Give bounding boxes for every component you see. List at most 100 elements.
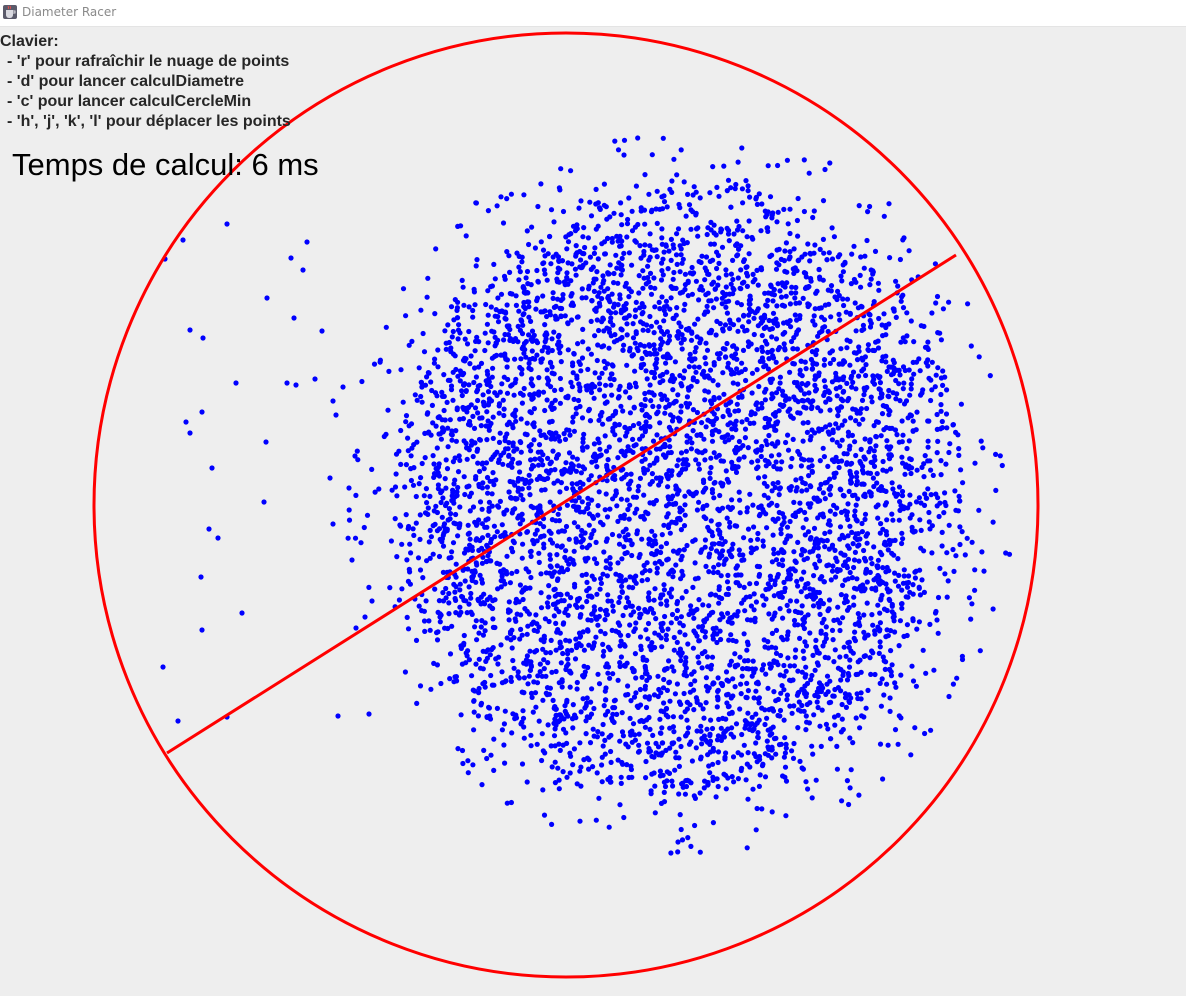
- point: [584, 598, 590, 605]
- point: [557, 591, 563, 598]
- point: [826, 389, 833, 396]
- point: [533, 612, 539, 618]
- point: [943, 411, 950, 417]
- point: [682, 502, 688, 508]
- point: [687, 702, 693, 708]
- point: [678, 450, 685, 456]
- point: [579, 286, 585, 292]
- point: [682, 512, 688, 518]
- point: [710, 569, 717, 576]
- point: [588, 699, 594, 705]
- drawing-canvas[interactable]: [0, 27, 1186, 996]
- point: [553, 606, 559, 612]
- point: [682, 286, 688, 293]
- point: [654, 565, 660, 571]
- point: [724, 310, 731, 316]
- point: [854, 576, 860, 582]
- point: [486, 499, 492, 505]
- point: [728, 632, 734, 638]
- point: [404, 557, 410, 563]
- point: [538, 359, 544, 365]
- point: [706, 569, 712, 575]
- point: [824, 673, 831, 679]
- point: [501, 406, 507, 412]
- point: [716, 355, 722, 362]
- point: [604, 514, 611, 520]
- point: [547, 359, 554, 365]
- point: [820, 490, 827, 496]
- point: [473, 618, 479, 624]
- point: [627, 537, 633, 543]
- point: [605, 708, 611, 715]
- point: [624, 550, 630, 556]
- point: [747, 420, 753, 426]
- point: [842, 260, 848, 266]
- point: [646, 696, 652, 702]
- point: [615, 518, 621, 525]
- point: [548, 530, 554, 536]
- point: [868, 555, 874, 561]
- point: [718, 680, 724, 687]
- point: [876, 287, 882, 293]
- point: [678, 527, 685, 533]
- point: [731, 287, 737, 293]
- point: [938, 391, 944, 398]
- point: [879, 411, 886, 417]
- point: [781, 206, 787, 212]
- point: [910, 591, 916, 597]
- point: [497, 430, 503, 436]
- point: [769, 334, 775, 340]
- point: [511, 665, 517, 671]
- point: [813, 637, 819, 644]
- point: [686, 202, 693, 208]
- point: [446, 339, 452, 346]
- point: [654, 570, 660, 576]
- point: [792, 568, 798, 574]
- point: [549, 364, 555, 370]
- point: [814, 361, 820, 367]
- point: [900, 432, 906, 438]
- point: [460, 416, 466, 422]
- point: [787, 206, 793, 212]
- point: [836, 311, 842, 317]
- point: [524, 268, 531, 275]
- point: [427, 493, 433, 499]
- point: [798, 589, 804, 595]
- point: [434, 630, 440, 636]
- point: [900, 335, 906, 341]
- point: [556, 258, 562, 264]
- point: [636, 742, 642, 748]
- point: [794, 217, 801, 224]
- point: [587, 254, 594, 260]
- point: [711, 495, 717, 501]
- point: [597, 387, 603, 393]
- point: [491, 329, 497, 335]
- point: [663, 636, 670, 643]
- point: [829, 225, 835, 231]
- point: [669, 664, 675, 670]
- point: [576, 463, 582, 469]
- point: [852, 439, 858, 445]
- point: [419, 399, 425, 405]
- point: [956, 493, 962, 499]
- point: [657, 346, 663, 352]
- point: [744, 639, 751, 645]
- point: [887, 666, 893, 672]
- point: [817, 723, 823, 729]
- point: [834, 505, 840, 511]
- title-bar[interactable]: Diameter Racer: [0, 0, 1186, 27]
- point: [844, 677, 851, 683]
- point: [521, 299, 527, 306]
- point: [855, 496, 861, 502]
- point: [784, 524, 791, 530]
- point: [877, 680, 883, 687]
- point: [470, 453, 476, 460]
- point: [529, 224, 535, 230]
- point: [494, 705, 500, 712]
- point: [585, 505, 591, 511]
- point: [540, 462, 546, 468]
- point: [608, 759, 614, 766]
- point: [557, 400, 564, 406]
- point: [725, 407, 731, 413]
- point: [516, 308, 522, 314]
